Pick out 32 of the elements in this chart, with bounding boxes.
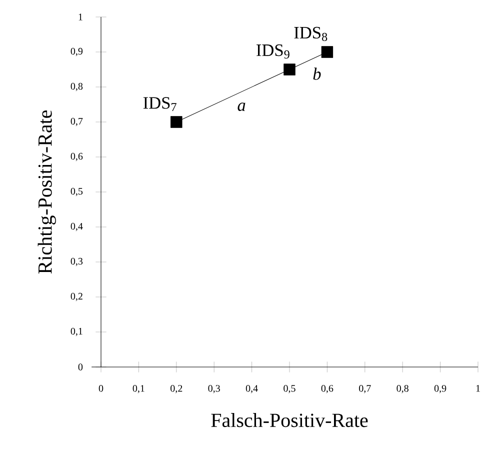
x-tick-label: 0,8 [396, 385, 408, 394]
x-tick-label: 0,9 [434, 385, 446, 394]
annotation: b [313, 68, 321, 80]
annotation: IDS$_{7}$ [143, 97, 176, 112]
x-tick-label: 0 [98, 385, 104, 392]
y-tick-label: 0,7 [70, 118, 83, 126]
point [284, 64, 296, 76]
y-tick-label: 1 [78, 14, 82, 20]
x-tick-label: 0,4 [246, 385, 258, 394]
y-tick-label: 0,3 [70, 258, 83, 266]
y-tick-label: 0,9 [70, 48, 83, 56]
annotation: IDS$_{8}$ [294, 26, 328, 42]
annotation: IDS$_{9}$ [256, 44, 290, 59]
y-tick-label: 0,5 [70, 188, 83, 196]
annotation: a [238, 102, 246, 112]
x-tick-label: 0,2 [170, 385, 182, 394]
y-tick-label: 0,6 [70, 152, 83, 162]
point [321, 46, 334, 58]
x-tick-label: 0,6 [321, 385, 334, 394]
x-axis-title: Falsch-Positiv-Rate [211, 413, 368, 428]
x-tick-label: 1 [476, 385, 480, 392]
x-tick-label: 0,3 [208, 385, 220, 394]
y-axis-title: Richtig-Positiv-Rate [38, 110, 56, 274]
y-tick-label: 0,2 [70, 292, 82, 302]
y-tick-label: 0,8 [70, 82, 83, 92]
y-tick-label: 0,1 [70, 328, 82, 336]
y-tick-label: 0,4 [70, 222, 83, 232]
x-tick-label: 0,1 [132, 385, 144, 394]
x-tick-label: 0,5 [284, 385, 296, 394]
x-tick-label: 0,7 [359, 385, 371, 394]
point [170, 116, 182, 128]
y-tick-label: 0 [78, 364, 83, 370]
